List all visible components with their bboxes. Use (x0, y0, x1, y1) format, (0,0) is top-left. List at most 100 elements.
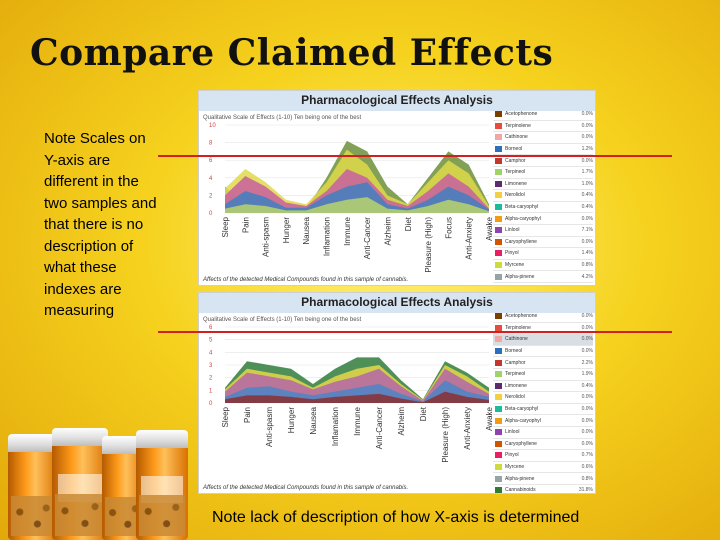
legend-item: Linlool 0.0% (493, 427, 593, 439)
legend-label: Linlool (505, 227, 520, 234)
legend-item: Terpinolene 0.0% (493, 323, 593, 335)
legend-value: 0.0% (581, 440, 593, 447)
area-layer (225, 182, 489, 213)
chart-footer: Affects of the detected Medical Compound… (203, 485, 409, 491)
legend-value: 31.8% (578, 487, 593, 494)
legend-label: Cannabinoids (505, 285, 569, 286)
legend-item: Caryophyllene 0.0% (493, 237, 593, 249)
x-tick-label: Pleasure (High) (441, 407, 450, 463)
legend-item: Cannabinoids13.7% (493, 283, 593, 286)
effects-area-chart-bottom: 6 5 4 3 2 1 0 Sleep Pain Anti-spasm Hunger Nausea In… (209, 325, 494, 463)
legend-label: Acetophenone (505, 111, 538, 118)
compound-legend-bottom: Acetophenone 0.0% Terpinolene 0.0% Cathinone… (493, 311, 593, 494)
legend-value: 0.0% (581, 122, 593, 129)
x-tick-label: Pain (241, 217, 250, 233)
x-tick-label: Focus (444, 217, 453, 239)
legend-item: Pinyol 1.4% (493, 248, 593, 260)
legend-label: Limonene (505, 382, 527, 389)
legend-value: 0.8% (581, 262, 593, 269)
y-tick-label: 6 (209, 158, 213, 164)
legend-item: Beta-caryophyl 0.4% (493, 202, 593, 214)
legend-swatch (495, 180, 502, 187)
legend-item: Alpha-pinene 0.8% (493, 473, 593, 485)
legend-label: Camphor (505, 157, 526, 164)
x-tick-label: Diet (419, 406, 428, 421)
x-tick-label: Pain (243, 407, 252, 423)
y-tick-label: 5 (209, 338, 213, 344)
legend-label: Terpinolene (505, 324, 531, 331)
x-tick-label: Anti-Anxiety (465, 217, 474, 260)
legend-label: Caryophyllene (505, 440, 537, 447)
legend-swatch (495, 111, 502, 118)
legend-item: Caryophyllene 0.0% (493, 439, 593, 451)
y-tick-label: 1 (209, 388, 213, 394)
legend-value: 0.8% (581, 475, 593, 482)
legend-swatch (495, 122, 502, 129)
legend-label: Borneol (505, 348, 523, 355)
x-tick-label: Sleep (221, 216, 230, 237)
legend-swatch (495, 262, 502, 269)
legend-swatch (495, 157, 502, 164)
legend-swatch (495, 146, 502, 153)
legend-item: Acetophenone 0.0% (493, 311, 593, 323)
legend-item: Cathinone 0.0% (493, 132, 593, 144)
x-axis-note: Note lack of description of how X-axis i… (212, 509, 580, 526)
legend-swatch (495, 238, 502, 245)
chart-title-band (199, 293, 595, 313)
x-tick-label: Anti-Cancer (375, 407, 384, 450)
legend-value: 0.0% (581, 238, 593, 245)
legend-value: 0.0% (581, 348, 593, 355)
legend-item: Limonene 1.0% (493, 179, 593, 191)
legend-swatch (495, 417, 502, 424)
area-layer (225, 391, 489, 403)
legend-item: Acetophenone 0.0% (493, 109, 593, 121)
x-tick-label: Hunger (282, 217, 291, 244)
legend-item: Borneol 1.2% (493, 144, 593, 156)
x-tick-label: Inflamation (331, 407, 340, 446)
legend-value: 0.0% (581, 215, 593, 222)
legend-swatch (495, 313, 502, 320)
legend-swatch (495, 204, 502, 211)
pill-bottle (52, 428, 108, 540)
x-tick-label: Alzheim (397, 407, 406, 436)
legend-item: Terpineol 1.9% (493, 369, 593, 381)
legend-value: 0.0% (581, 429, 593, 436)
legend-value: 0.0% (581, 324, 593, 331)
y-tick-label: 10 (209, 123, 216, 129)
legend-label: Terpinolene (505, 122, 531, 129)
legend-swatch (495, 348, 502, 355)
x-tick-label: Anti-Cancer (363, 217, 372, 260)
legend-value: 0.4% (581, 204, 593, 211)
legend-value: 0.4% (581, 192, 593, 199)
legend-label: Borneol (505, 146, 523, 153)
chart-subtitle: Qualitative Scale of Effects (1-10) Ten … (203, 317, 362, 323)
compound-legend-top: Acetophenone 0.0% Terpinolene 0.0% Cathinone… (493, 109, 593, 286)
legend-item: Cannabinoids 31.8% (493, 485, 593, 494)
legend-label: Alpha-caryophyl (505, 215, 541, 222)
legend-label: Cathinone (505, 336, 528, 343)
y-tick-label: 2 (209, 193, 213, 199)
x-tick-label: Immune (353, 406, 362, 435)
legend-item: Beta-caryophyl 0.0% (493, 404, 593, 416)
legend-swatch (495, 475, 502, 482)
legend-value: 1.9% (581, 371, 593, 378)
x-tick-label: Nausea (309, 406, 318, 434)
legend-value: 0.7% (581, 452, 593, 459)
legend-value: 1.4% (581, 250, 593, 257)
legend-label: Camphor (505, 359, 526, 366)
y-axis-note: Note Scales on Y-axis are different in t… (44, 130, 157, 319)
legend-item: Pinyol 0.7% (493, 450, 593, 462)
legend-value: 0.0% (581, 134, 593, 141)
legend-swatch (495, 382, 502, 389)
x-tick-label: Anti-spasm (262, 217, 271, 257)
legend-value: 2.2% (581, 359, 593, 366)
legend-swatch (495, 285, 502, 286)
legend-label: Pinyol (505, 452, 519, 459)
x-tick-label: Hunger (287, 407, 296, 434)
legend-swatch (495, 359, 502, 366)
x-tick-label: Diet (404, 216, 413, 231)
legend-value: 0.0% (581, 336, 593, 343)
y-tick-label: 0 (209, 401, 213, 407)
legend-item: Alpha-caryophyl 0.0% (493, 213, 593, 225)
